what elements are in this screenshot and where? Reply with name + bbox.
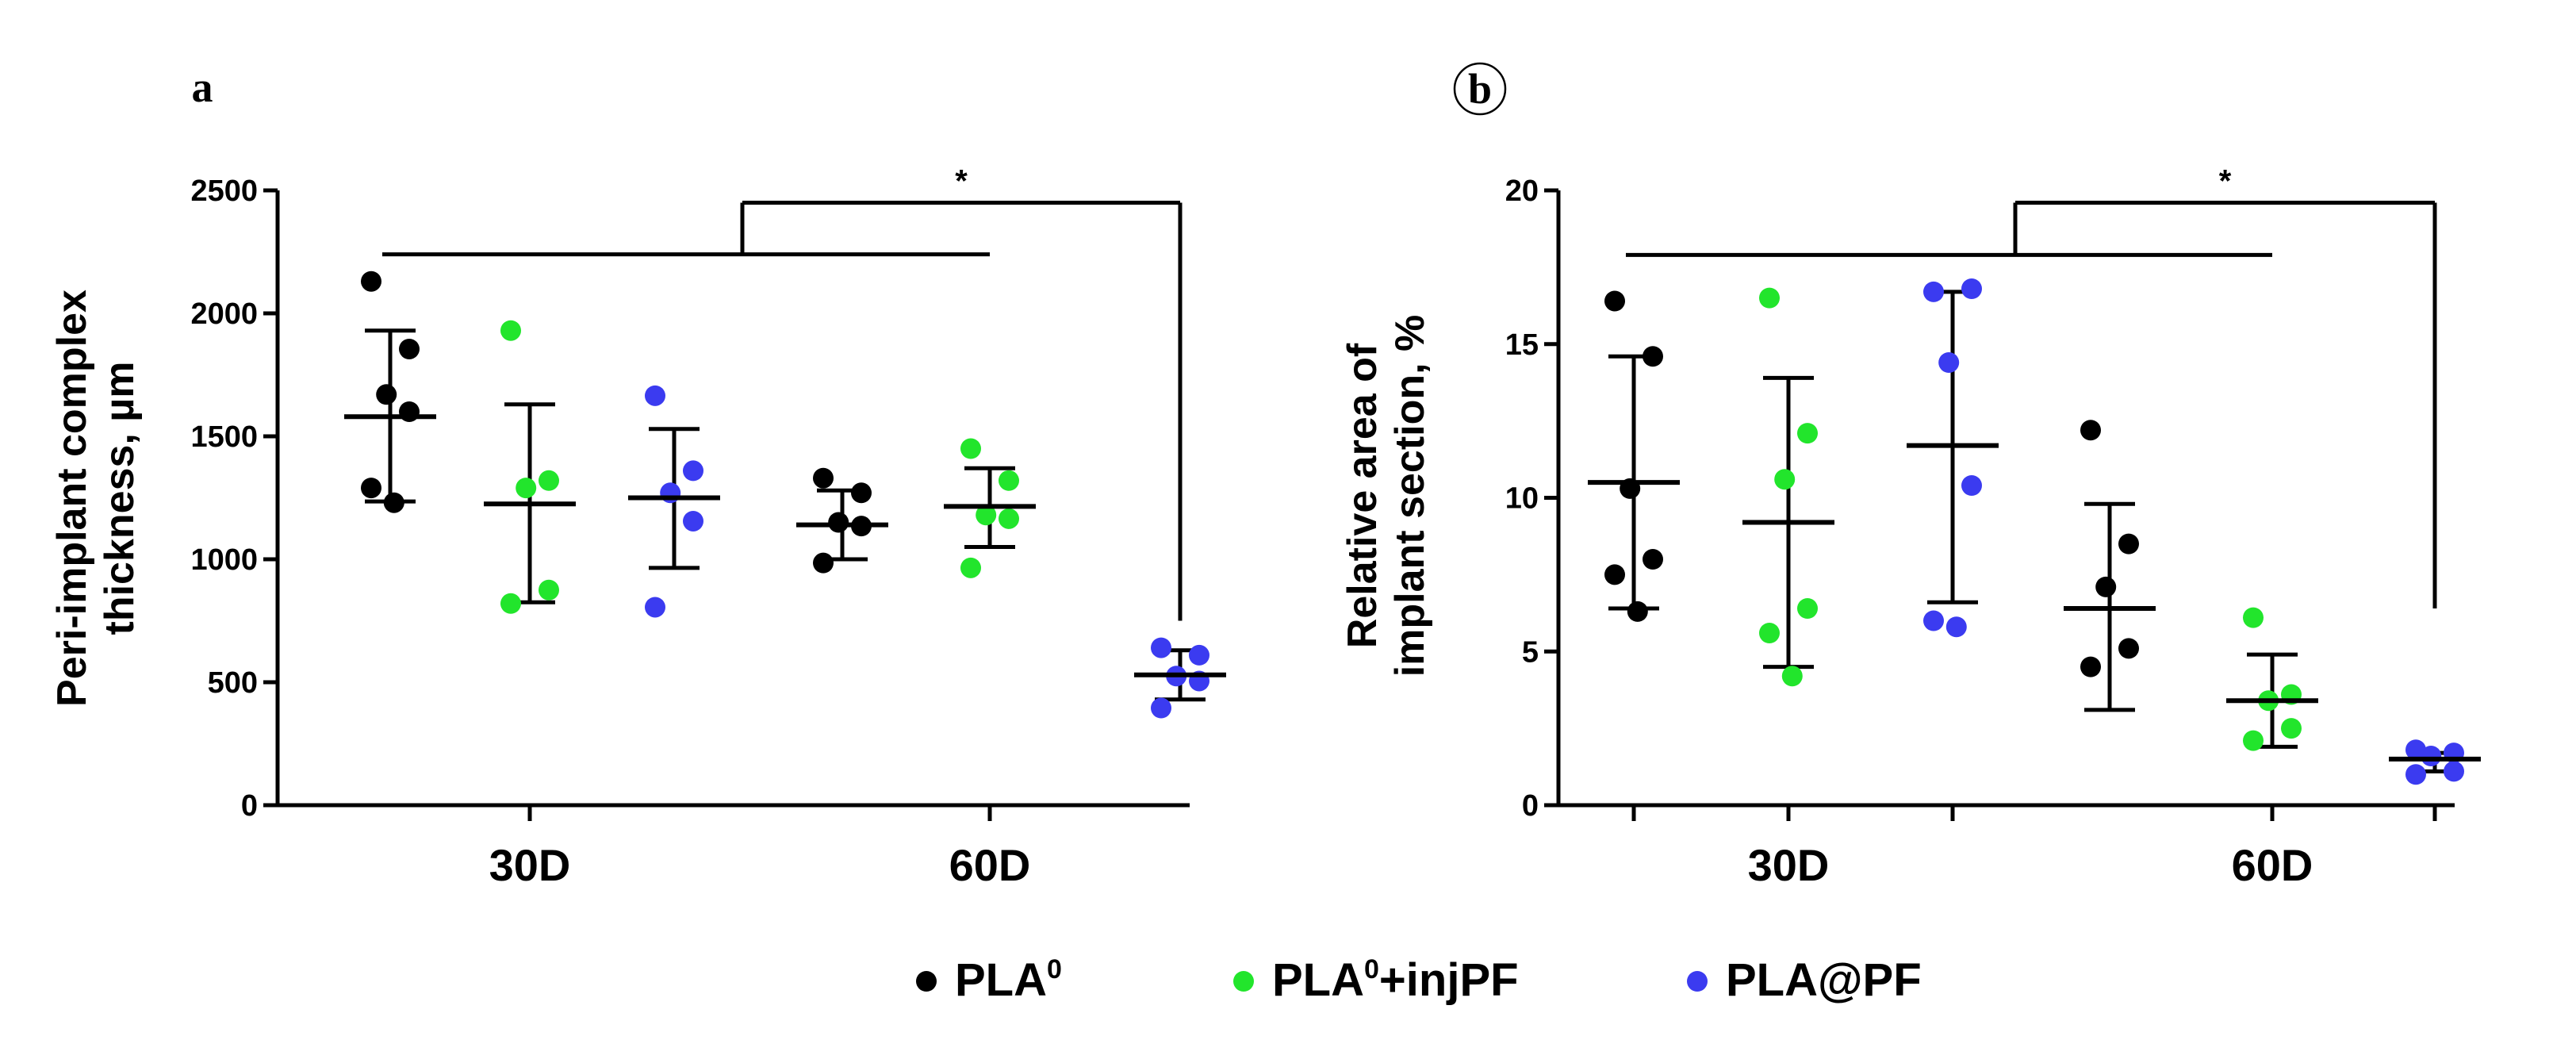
data-point xyxy=(2118,533,2139,555)
data-point xyxy=(539,579,559,601)
y-tick-label: 5 xyxy=(1522,635,1539,669)
data-point xyxy=(1189,644,1209,666)
data-point xyxy=(539,470,559,491)
data-point xyxy=(1961,278,1982,299)
data-point xyxy=(383,492,404,513)
data-point xyxy=(1604,290,1625,312)
y-tick-label: 0 xyxy=(1522,789,1539,823)
data-point xyxy=(376,384,397,405)
data-point xyxy=(645,385,665,406)
y-tick-label: 10 xyxy=(1505,482,1539,516)
data-point xyxy=(2080,420,2101,441)
data-point xyxy=(2405,764,2426,785)
panel-a-plot: 0 500 1000 1500 2000 2500 30D 60D * xyxy=(190,164,1226,890)
panel-letter-a: a xyxy=(192,63,213,111)
data-point xyxy=(1923,281,1944,302)
x-category-label: 60D xyxy=(949,840,1031,890)
data-point xyxy=(813,552,834,574)
y-tick-label: 0 xyxy=(241,789,258,823)
data-point xyxy=(999,508,1019,529)
legend-marker xyxy=(1687,971,1708,992)
y-tick-label: 500 xyxy=(208,666,258,700)
data-point xyxy=(1797,423,1818,444)
y-tick-label: 1000 xyxy=(190,543,258,577)
significance-star: * xyxy=(2219,164,2232,199)
data-point xyxy=(999,470,1019,491)
data-point xyxy=(1604,564,1625,585)
data-point xyxy=(960,557,981,578)
x-category-label: 30D xyxy=(489,840,571,890)
legend-label-base: PLA xyxy=(1272,954,1364,1006)
legend-label-sup: 0 xyxy=(1364,954,1379,984)
data-point xyxy=(1151,637,1171,658)
data-point xyxy=(2095,576,2117,597)
y-tick-label: 1500 xyxy=(190,420,258,454)
y-tick-label: 2000 xyxy=(190,297,258,331)
data-point xyxy=(1774,469,1796,490)
data-point xyxy=(1643,346,1663,367)
data-point xyxy=(2243,607,2264,628)
panel-b-plot: 0 5 10 15 20 30D 60D * xyxy=(1505,164,2481,890)
data-point xyxy=(683,510,703,532)
data-point xyxy=(2281,718,2302,739)
data-point xyxy=(1151,697,1171,719)
y-tick-label: 20 xyxy=(1505,175,1539,208)
legend-label-base: PLA@PF xyxy=(1726,954,1922,1006)
data-point xyxy=(1961,475,1982,496)
data-point xyxy=(828,512,849,533)
y-axis-title-b-line2: implant section, % xyxy=(1387,315,1433,677)
data-point xyxy=(645,597,665,618)
panel-letter-b: b xyxy=(1468,65,1492,113)
data-point xyxy=(2243,730,2264,751)
x-category-label: 30D xyxy=(1748,840,1830,890)
legend-label: PLA0 xyxy=(955,954,1062,1006)
legend-marker xyxy=(916,971,937,992)
data-point xyxy=(1627,601,1648,622)
legend: PLA0 PLA0+injPF PLA@PF xyxy=(916,954,1922,1006)
data-point xyxy=(1759,287,1780,309)
y-axis-title-b-line1: Relative area of xyxy=(1340,343,1386,648)
data-point xyxy=(976,505,997,526)
data-point xyxy=(813,467,834,489)
y-axis-title-a-line1: Peri-implant complex xyxy=(49,290,95,707)
data-point xyxy=(500,320,521,341)
data-point xyxy=(1643,549,1663,570)
significance-star: * xyxy=(955,164,968,199)
x-category-label: 60D xyxy=(2232,840,2313,890)
data-point xyxy=(2444,761,2464,782)
data-point xyxy=(851,482,872,504)
legend-label-suffix: +injPF xyxy=(1379,954,1519,1006)
legend-label: PLA@PF xyxy=(1726,954,1922,1006)
data-point xyxy=(361,478,381,499)
y-tick-label: 2500 xyxy=(190,175,258,208)
data-point xyxy=(516,478,537,499)
panel-letter-b-circle xyxy=(1453,62,1507,116)
data-point xyxy=(361,271,381,292)
data-point xyxy=(2080,656,2101,677)
data-point xyxy=(1945,616,1967,638)
data-point xyxy=(2118,638,2139,659)
y-axis-title-a-line2: thickness, µm xyxy=(97,362,143,635)
data-point xyxy=(1759,623,1780,643)
legend-label: PLA0+injPF xyxy=(1272,954,1519,1006)
data-point xyxy=(2421,746,2442,766)
y-tick-label: 15 xyxy=(1505,328,1539,362)
data-point xyxy=(1781,666,1803,687)
data-point xyxy=(960,438,981,459)
data-point xyxy=(500,593,521,614)
data-point xyxy=(683,460,703,482)
data-point xyxy=(1797,598,1818,619)
legend-marker xyxy=(1233,971,1254,992)
data-point xyxy=(1923,610,1944,631)
legend-label-base: PLA xyxy=(955,954,1047,1006)
data-point xyxy=(1938,352,1960,373)
data-point xyxy=(399,338,420,359)
legend-label-sup: 0 xyxy=(1047,954,1062,984)
